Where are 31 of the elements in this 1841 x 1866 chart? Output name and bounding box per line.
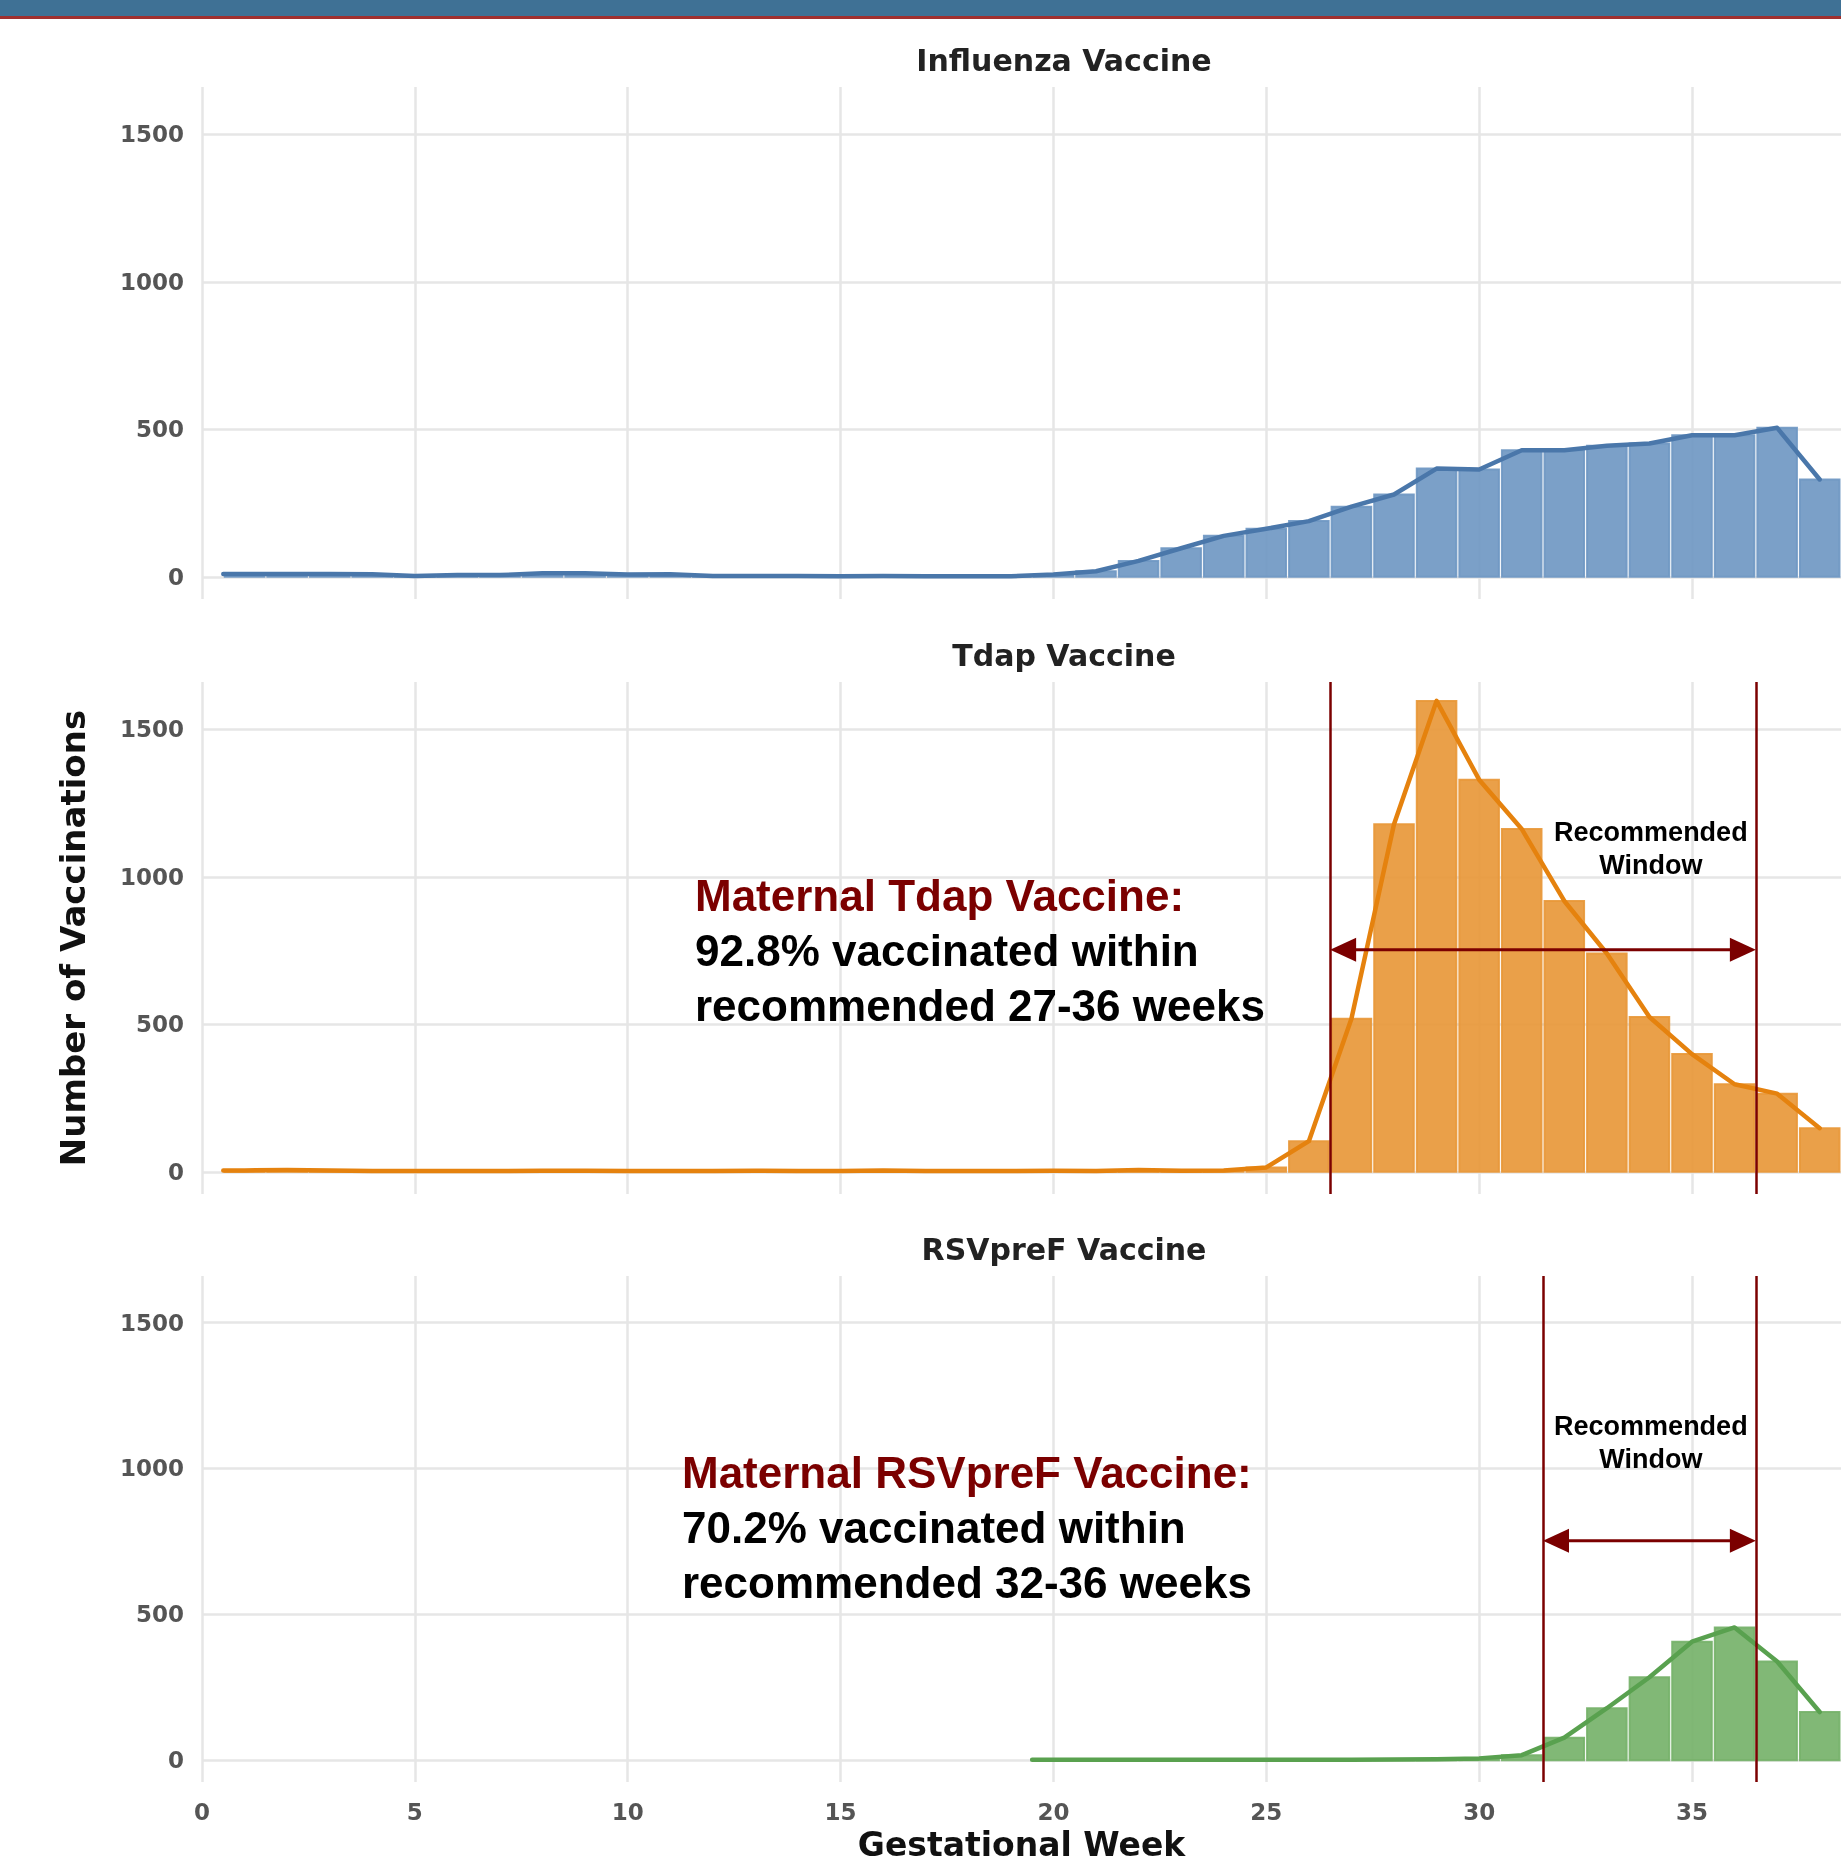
annotation: Recommended Window [1554, 816, 1748, 880]
annotation: 70.2% vaccinated within recommended 32-36 weeks [682, 1503, 1252, 1607]
y-tick-label: 0 [167, 563, 184, 590]
y-tick-label: 1500 [119, 1309, 184, 1336]
y-tick-label: 500 [135, 1011, 184, 1038]
annotation: 92.8% vaccinated within recommended 27-36 weeks [695, 926, 1265, 1030]
x-tick-label: 10 [611, 1798, 644, 1825]
chart-title: Tdap Vaccine [952, 637, 1176, 673]
y-axis-title: Number of Vaccinations [53, 709, 93, 1167]
x-tick-label: 20 [1037, 1798, 1070, 1825]
x-axis-title: Gestational Week [857, 1825, 1187, 1864]
y-tick-label: 1000 [119, 863, 184, 890]
chart-title: RSVpreF Vaccine [921, 1231, 1207, 1267]
x-tick-label: 25 [1250, 1798, 1283, 1825]
annotation: Maternal Tdap Vaccine: [695, 871, 1185, 920]
y-tick-label: 1500 [119, 121, 184, 148]
x-tick-label: 15 [824, 1798, 857, 1825]
y-tick-label: 0 [167, 1158, 184, 1185]
y-tick-label: 1500 [119, 716, 184, 743]
chart-title: Influenza Vaccine [916, 42, 1212, 78]
annotation: Maternal RSVpreF Vaccine: [682, 1448, 1252, 1497]
x-tick-label: 0 [193, 1798, 211, 1825]
annotation: Recommended Window [1554, 1410, 1748, 1474]
x-tick-label: 30 [1463, 1798, 1496, 1825]
y-tick-label: 1000 [119, 1455, 184, 1482]
y-tick-label: 500 [135, 1601, 184, 1628]
y-tick-label: 500 [135, 416, 184, 443]
x-tick-label: 35 [1675, 1798, 1709, 1825]
x-tick-label: 5 [406, 1798, 423, 1825]
y-tick-label: 0 [167, 1747, 184, 1774]
y-tick-label: 1000 [119, 268, 184, 295]
